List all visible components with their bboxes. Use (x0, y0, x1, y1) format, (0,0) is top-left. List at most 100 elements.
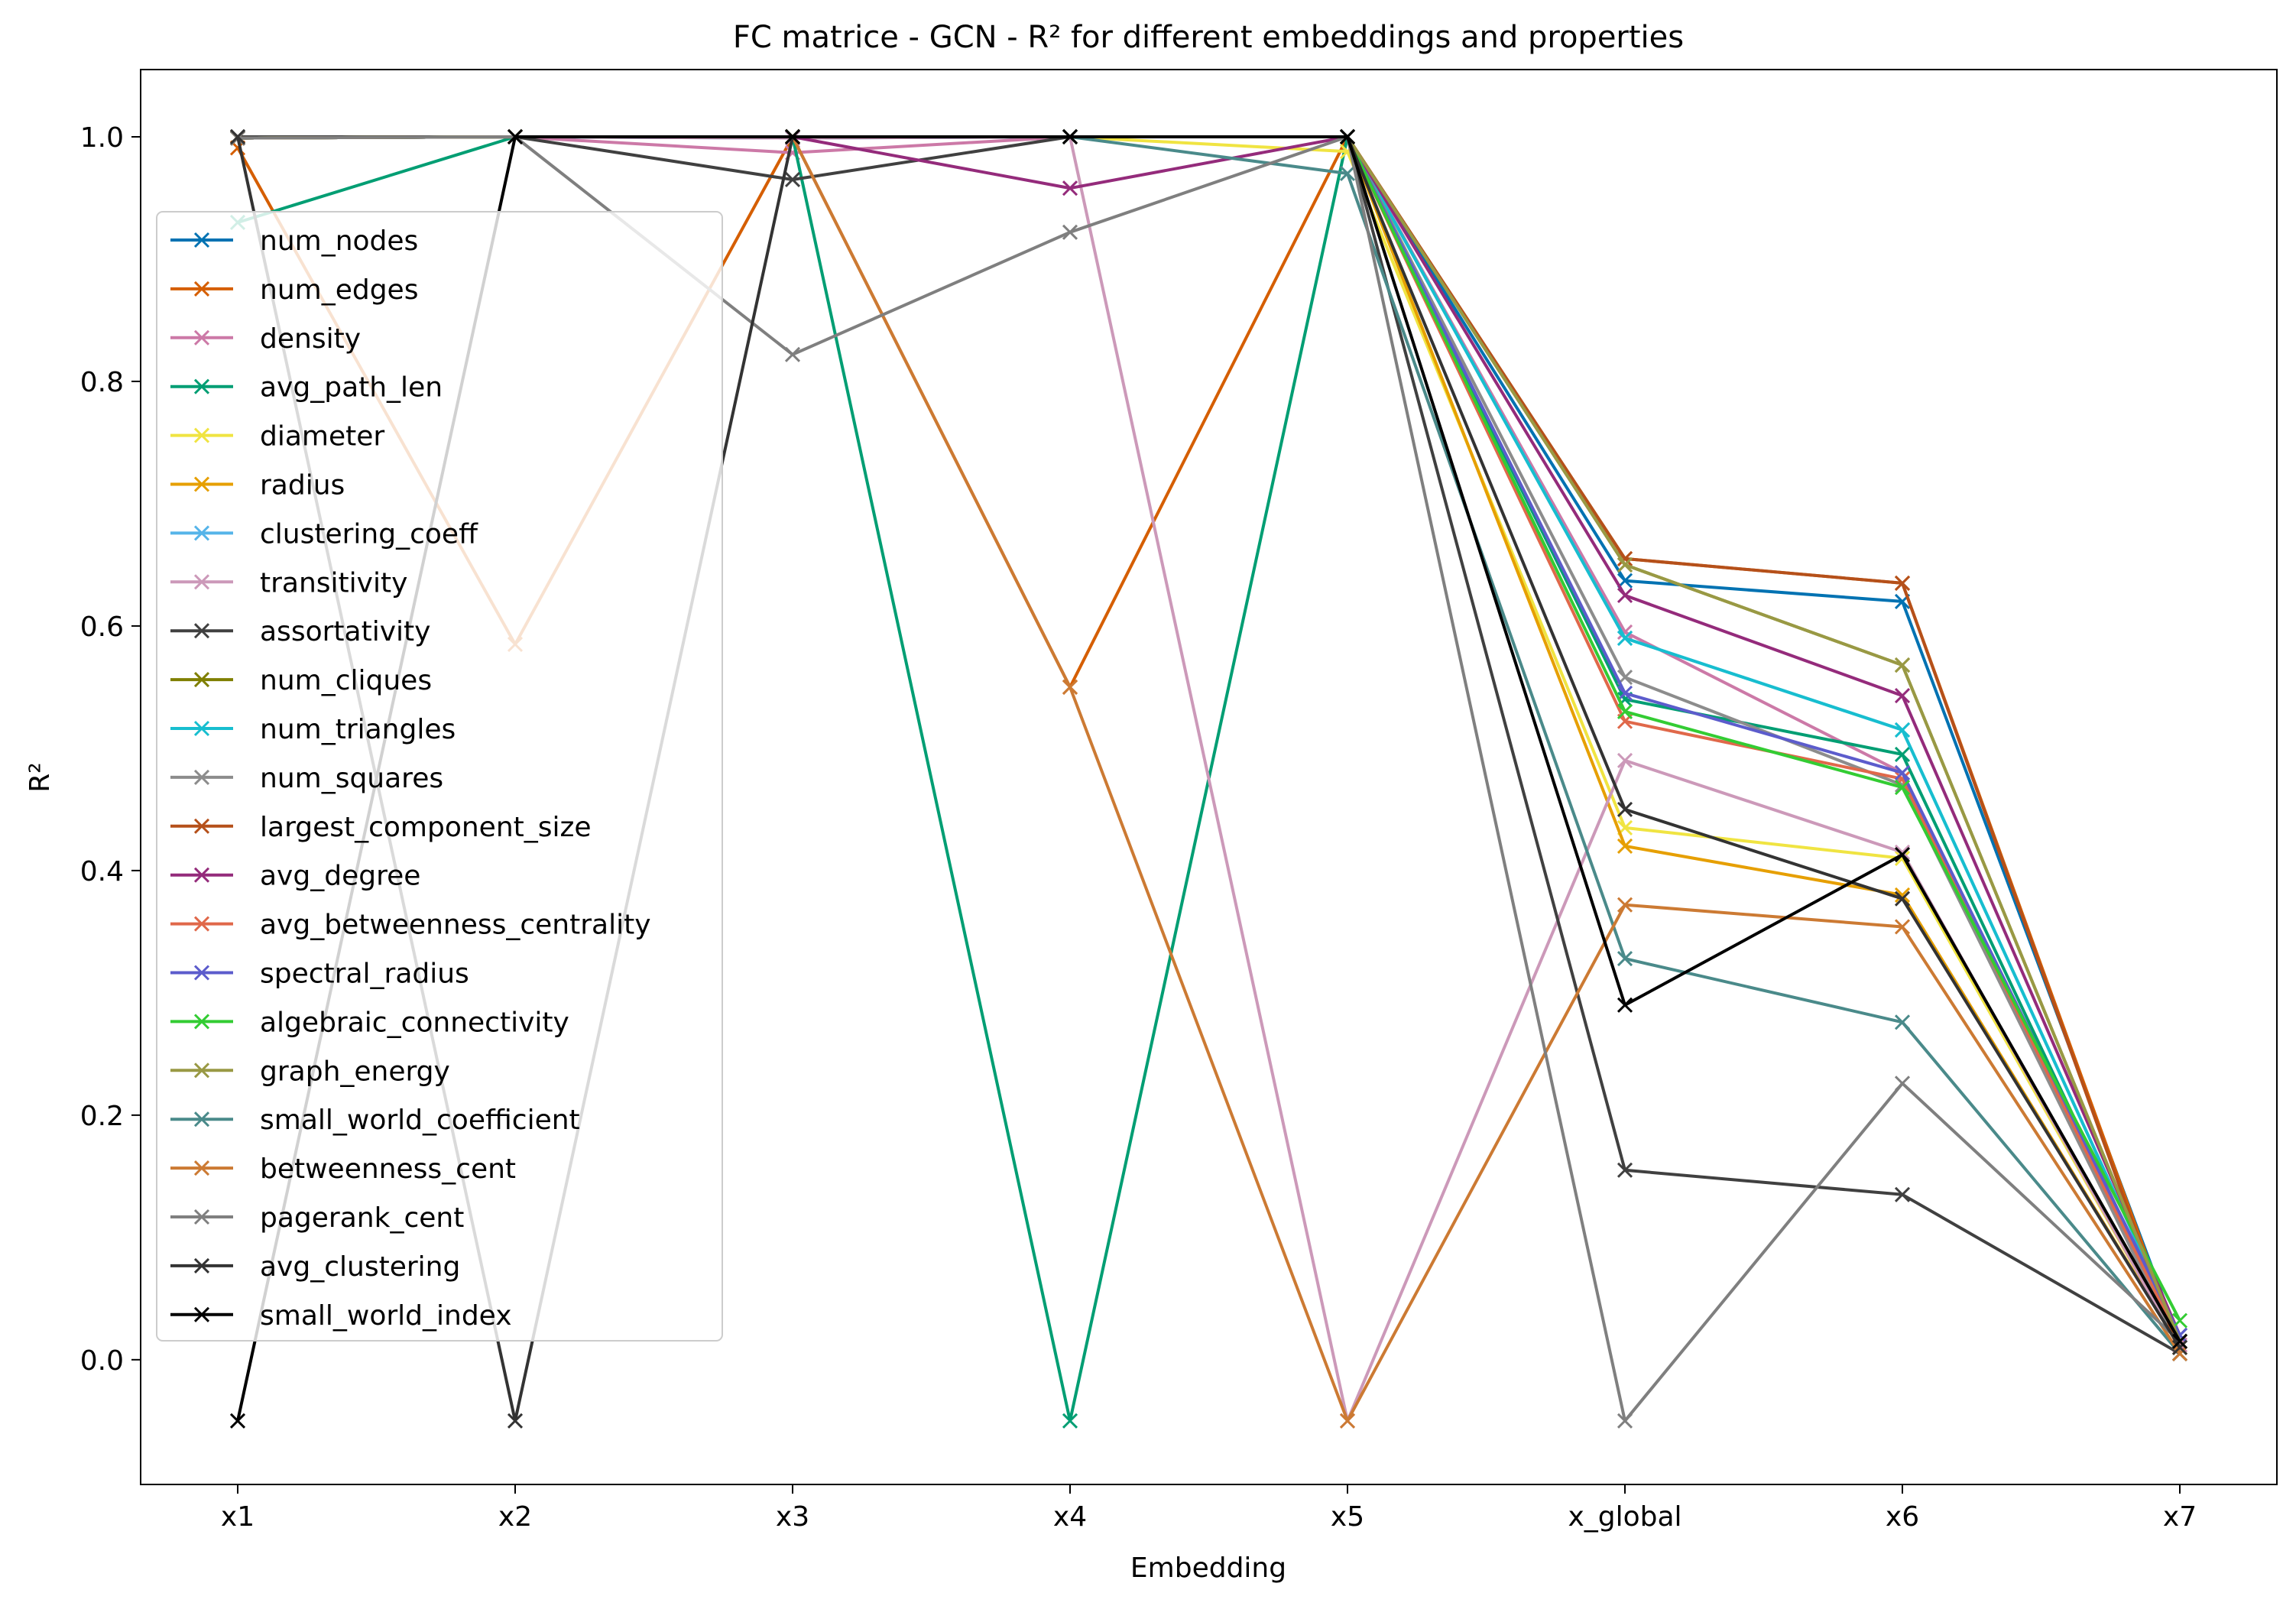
data-point (1062, 1413, 1078, 1429)
data-point (1339, 128, 1356, 145)
data-point (507, 128, 524, 145)
legend-label: graph_energy (260, 1056, 450, 1087)
data-point (1617, 752, 1633, 768)
x-tick-label: x3 (776, 1501, 809, 1533)
legend-label: transitivity (260, 567, 407, 599)
data-point (1617, 630, 1633, 646)
legend-label: avg_path_len (260, 372, 443, 404)
legend-label: num_triangles (260, 714, 456, 745)
data-point (1617, 550, 1633, 566)
y-tick-label: 0.6 (80, 612, 124, 643)
legend-swatch-marker (193, 427, 210, 443)
data-point (784, 171, 801, 188)
legend-entry: avg_path_len (170, 372, 443, 404)
series-small_world_index (229, 128, 2188, 1429)
y-axis-label: R² (24, 762, 56, 792)
data-point (2171, 1312, 2188, 1329)
legend-swatch-marker (193, 818, 210, 834)
legend-label: pagerank_cent (260, 1202, 464, 1234)
data-point (1062, 224, 1078, 240)
legend-entry: num_cliques (170, 665, 432, 696)
legend-swatch-marker (193, 329, 210, 346)
data-point (1617, 997, 1633, 1013)
legend-label: num_cliques (260, 665, 432, 696)
legend-label: small_world_index (260, 1300, 512, 1332)
legend-entry: avg_clustering (170, 1251, 460, 1283)
legend-swatch-marker (193, 965, 210, 981)
legend-entry: algebraic_connectivity (170, 1007, 569, 1038)
legend-swatch-marker (193, 378, 210, 394)
data-point (1617, 838, 1633, 854)
legend-swatch-marker (193, 867, 210, 883)
legend-swatch-marker (193, 672, 210, 688)
legend-entry: diameter (170, 421, 384, 453)
x-tick-label: x6 (1886, 1501, 1919, 1533)
legend-entry: pagerank_cent (170, 1202, 464, 1234)
y-axis: 0.0 0.2 0.4 0.6 0.8 1.0 (80, 122, 141, 1377)
chart-title: FC matrice - GCN - R² for different embe… (733, 20, 1684, 55)
legend-box (156, 211, 723, 1342)
legend-label: small_world_coefficient (260, 1105, 580, 1136)
legend-label: num_edges (260, 274, 418, 306)
legend-swatch-marker (193, 476, 210, 492)
x-tick-label: x_global (1568, 1501, 1681, 1533)
legend-label: algebraic_connectivity (260, 1007, 569, 1038)
x-tick-label: x4 (1053, 1501, 1087, 1533)
data-point (1894, 764, 1911, 780)
y-tick-label: 0.4 (80, 856, 124, 887)
legend-entry: num_nodes (170, 225, 418, 257)
data-point (1617, 1162, 1633, 1178)
data-point (1339, 165, 1356, 182)
series-line (236, 135, 2181, 1422)
legend-swatch-marker (193, 1014, 210, 1030)
data-point (1894, 1014, 1911, 1030)
data-point (1617, 801, 1633, 817)
data-point (1894, 887, 1911, 903)
data-point (2171, 1345, 2188, 1361)
data-point (1894, 575, 1911, 591)
legend-entry: density (170, 323, 361, 355)
legend-entry: num_triangles (170, 714, 456, 745)
legend-entry: num_squares (170, 763, 443, 794)
legend-entry: spectral_radius (170, 959, 469, 990)
data-point (1062, 128, 1078, 145)
plot-frame (140, 69, 2278, 1485)
data-point (1894, 657, 1911, 673)
legend-entry: largest_component_size (170, 812, 592, 843)
legend-swatch-marker (193, 232, 210, 248)
legend-entry: graph_energy (170, 1056, 450, 1087)
data-point (1894, 891, 1911, 907)
legend-swatch-marker (193, 1111, 210, 1127)
data-point (1062, 180, 1078, 196)
data-point (1617, 951, 1633, 967)
data-point (229, 1413, 246, 1429)
data-point (1339, 1413, 1356, 1429)
legend-entry: small_world_index (170, 1300, 512, 1332)
data-point (1894, 919, 1911, 935)
legend-label: diameter (260, 421, 384, 453)
legend-label: avg_betweenness_centrality (260, 910, 651, 941)
legend-swatch-marker (193, 720, 210, 737)
legend-entry: avg_betweenness_centrality (170, 910, 651, 941)
legend-entry: clustering_coeff (170, 518, 478, 550)
data-point (1617, 556, 1633, 573)
data-point (1894, 847, 1911, 863)
legend-entry: transitivity (170, 567, 407, 599)
series-layer (229, 128, 2188, 1429)
legend-swatch-marker (193, 769, 210, 785)
y-tick-label: 0.2 (80, 1101, 124, 1132)
legend-swatch-marker (193, 525, 210, 541)
legend-label: largest_component_size (260, 812, 592, 843)
x-axis: x1 x2 x3 x4 x5 x_global x6 x7 (221, 1484, 2197, 1533)
series-line (237, 135, 2181, 1423)
data-point (2171, 1339, 2188, 1355)
x-tick-label: x5 (1331, 1501, 1364, 1533)
data-point (1617, 703, 1633, 719)
legend-label: avg_clustering (260, 1251, 460, 1283)
data-point (1617, 897, 1633, 913)
y-tick-label: 1.0 (80, 122, 124, 154)
legend-entry: num_edges (170, 274, 418, 306)
